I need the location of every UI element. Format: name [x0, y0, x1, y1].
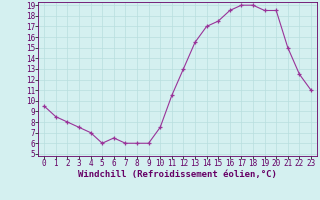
X-axis label: Windchill (Refroidissement éolien,°C): Windchill (Refroidissement éolien,°C) [78, 170, 277, 179]
